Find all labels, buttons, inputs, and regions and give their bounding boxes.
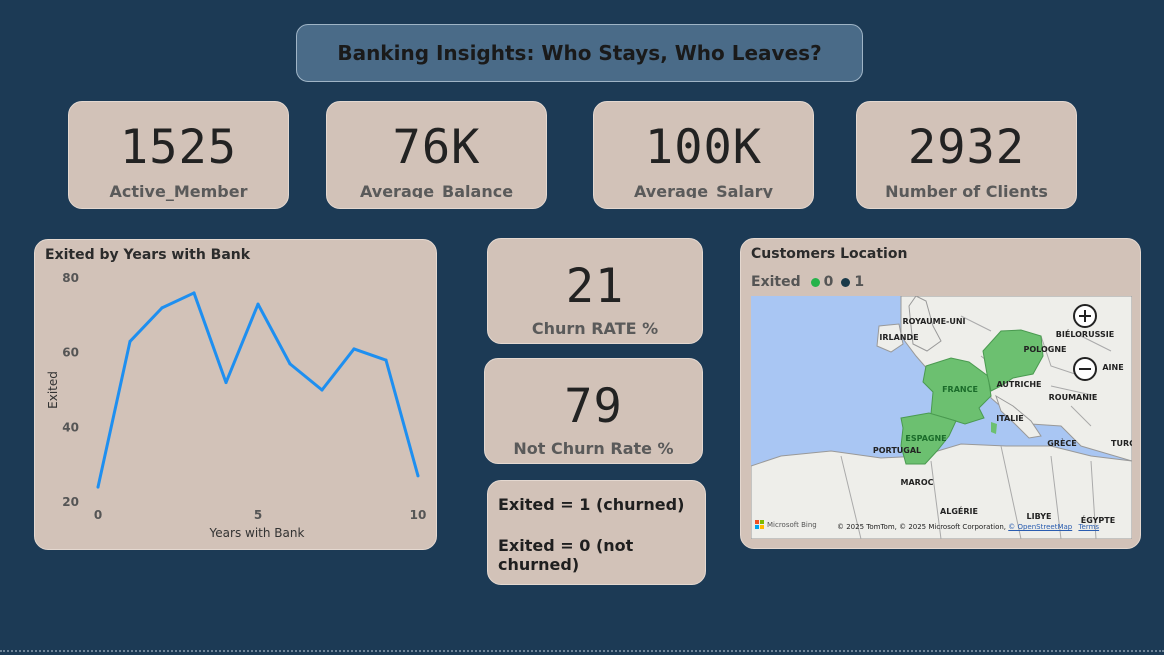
data-point[interactable] (352, 347, 356, 351)
not-churn-rate-card[interactable]: 79 Not Churn Rate % (484, 358, 703, 464)
data-point[interactable] (96, 485, 100, 489)
label-algerie: ALGÉRIE (940, 505, 978, 516)
data-point[interactable] (256, 302, 260, 306)
kpi-value: 2932 (907, 120, 1026, 175)
series-line (96, 291, 420, 488)
data-point[interactable] (384, 358, 388, 362)
data-point[interactable] (416, 474, 420, 478)
label-espagne: ESPAGNE (905, 434, 946, 443)
label-irlande: IRLANDE (879, 333, 918, 342)
legend-label-0: 0 (823, 274, 834, 290)
kpi-card-average-balance[interactable]: 76K Average_Balance (326, 101, 547, 209)
label-france: FRANCE (942, 385, 978, 394)
data-point[interactable] (160, 306, 164, 310)
data-point[interactable] (288, 362, 292, 366)
churn-rate-card[interactable]: 21 Churn RATE % (487, 238, 703, 344)
map-svg: ROYAUME-UNI IRLANDE BIÉLORUSSIE POLOGNE … (751, 296, 1132, 539)
kpi-label: Number of Clients (885, 182, 1048, 201)
label-roumanie: ROUMANIE (1049, 393, 1098, 402)
customers-location-map-card[interactable]: Customers Location Exited 0 1 ROYAUME-UN… (740, 238, 1141, 549)
data-point[interactable] (192, 291, 196, 295)
data-point[interactable] (128, 339, 132, 343)
label-libye: LIBYE (1027, 512, 1052, 521)
map-title: Customers Location (751, 246, 908, 262)
osm-link[interactable]: © OpenStreetMap (1008, 523, 1073, 531)
bing-logo: Microsoft Bing (755, 520, 817, 529)
x-tick-label: 5 (254, 508, 262, 522)
label-bielorussie: BIÉLORUSSIE (1056, 328, 1114, 339)
kpi-value: 76K (392, 120, 481, 175)
kpi-value: 1525 (119, 120, 238, 175)
y-tick-label: 60 (62, 346, 79, 360)
y-tick-label: 40 (62, 420, 79, 434)
exited-legend-note-card: Exited = 1 (churned) Exited = 0 (not chu… (487, 480, 706, 585)
kpi-label: Average_Balance (359, 182, 514, 198)
label-italie: ITALIE (996, 414, 1024, 423)
label-royaume-uni: ROYAUME-UNI (902, 317, 965, 326)
data-point[interactable] (224, 381, 228, 385)
label-autriche: AUTRICHE (996, 380, 1041, 389)
label-grece: GRÈCE (1047, 437, 1077, 448)
zoom-out-button[interactable] (1073, 357, 1097, 381)
label-aine: AINE (1102, 363, 1123, 372)
dashboard-title: Banking Insights: Who Stays, Who Leaves? (296, 24, 863, 82)
label-maroc: MAROC (901, 478, 934, 487)
kpi-value: 100K (644, 120, 763, 175)
line-chart-svg: 20 40 60 80 0 5 10 Years with Bank Exited (46, 271, 427, 540)
terms-link[interactable]: Terms (1078, 523, 1100, 531)
x-tick-label: 0 (94, 508, 102, 522)
y-tick-label: 20 (62, 495, 79, 509)
map-attribution: © 2025 TomTom, © 2025 Microsoft Corporat… (837, 523, 1099, 531)
exited-by-years-chart-card[interactable]: Exited by Years with Bank 20 40 60 80 0 5 10 … (34, 239, 437, 550)
x-axis-label: Years with Bank (209, 526, 305, 540)
legend-label-1: 1 (854, 274, 865, 290)
note-line-churned: Exited = 1 (churned) (498, 495, 685, 514)
data-point[interactable] (320, 388, 324, 392)
attribution-text: © 2025 TomTom, © 2025 Microsoft Corporat… (837, 523, 1007, 531)
map-legend: Exited 0 1 (751, 274, 864, 290)
not-churn-rate-value: 79 (564, 379, 623, 434)
kpi-label: Active_Member (109, 182, 248, 201)
microsoft-logo-icon (755, 520, 764, 529)
zoom-in-button[interactable] (1073, 304, 1097, 328)
page-bottom-divider (0, 650, 1164, 652)
churn-rate-value: 21 (565, 259, 625, 314)
y-tick-label: 80 (62, 271, 79, 285)
churn-rate-label: Churn RATE % (531, 319, 659, 338)
bing-logo-text: Microsoft Bing (767, 520, 817, 529)
kpi-card-average-salary[interactable]: 100K Average_Salary (593, 101, 814, 209)
note-line-not-churned: Exited = 0 (not churned) (498, 536, 634, 574)
label-turc: TURC (1111, 439, 1132, 448)
x-tick-label: 10 (410, 508, 427, 522)
kpi-label: Average_Salary (633, 182, 773, 198)
label-portugal: PORTUGAL (873, 446, 921, 455)
map-canvas[interactable]: ROYAUME-UNI IRLANDE BIÉLORUSSIE POLOGNE … (751, 296, 1132, 539)
not-churn-rate-label: Not Churn Rate % (513, 439, 674, 458)
kpi-card-active-member[interactable]: 1525 Active_Member (68, 101, 289, 209)
map-legend-title: Exited (751, 274, 801, 290)
plus-icon (1079, 310, 1091, 322)
legend-dot-1 (841, 277, 851, 287)
y-axis-label: Exited (46, 371, 60, 409)
label-egypte: ÉGYPTE (1081, 514, 1115, 525)
legend-dot-0 (810, 277, 820, 287)
kpi-card-number-of-clients[interactable]: 2932 Number of Clients (856, 101, 1077, 209)
chart-title: Exited by Years with Bank (45, 247, 251, 263)
label-pologne: POLOGNE (1023, 345, 1066, 354)
minus-icon (1079, 368, 1091, 370)
